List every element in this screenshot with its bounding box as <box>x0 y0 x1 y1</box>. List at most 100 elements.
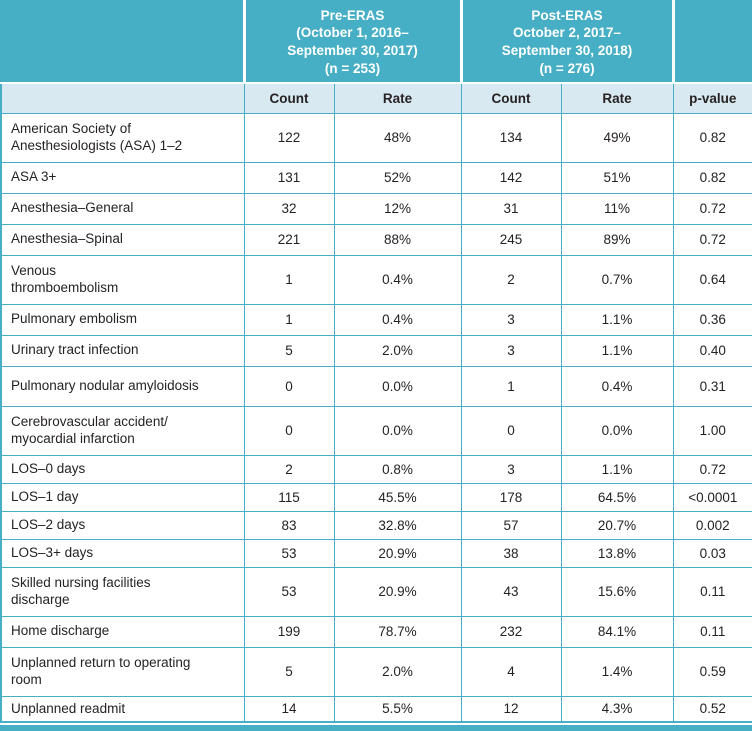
table-row: LOS–2 days 83 32.8% 57 20.7% 0.002 <box>0 510 752 540</box>
rate-post-header: Rate <box>560 82 674 114</box>
table-row: LOS–0 days 2 0.8% 3 1.1% 0.72 <box>0 454 752 484</box>
p-value-cell: 0.82 <box>672 112 752 163</box>
table-row: Cerebrovascular accident/ myocardial inf… <box>0 405 752 456</box>
pre-rate-cell: 20.9% <box>333 566 462 617</box>
row-label: LOS–3+ days <box>0 538 245 568</box>
pre-count-cell: 83 <box>243 510 335 540</box>
row-label: Pulmonary embolism <box>0 303 245 336</box>
p-value-spacer-header <box>671 1 752 84</box>
post-rate-cell: 4.3% <box>560 695 674 723</box>
p-value-cell: 0.002 <box>672 510 752 540</box>
post-count-cell: 245 <box>460 223 562 256</box>
p-value-cell: 0.40 <box>672 334 752 367</box>
pre-count-cell: 5 <box>243 334 335 367</box>
post-rate-cell: 64.5% <box>560 482 674 512</box>
post-count-cell: 2 <box>460 254 562 305</box>
post-rate-cell: 1.1% <box>560 454 674 484</box>
p-value-cell: <0.0001 <box>672 482 752 512</box>
pre-count-cell: 115 <box>243 482 335 512</box>
table-row: Anesthesia–General 32 12% 31 11% 0.72 <box>0 192 752 225</box>
pre-rate-cell: 45.5% <box>333 482 462 512</box>
post-rate-cell: 89% <box>560 223 674 256</box>
post-rate-cell: 0.7% <box>560 254 674 305</box>
p-value-cell: 1.00 <box>672 405 752 456</box>
pre-count-cell: 53 <box>243 538 335 568</box>
pre-count-cell: 1 <box>243 254 335 305</box>
pre-count-cell: 199 <box>243 615 335 648</box>
pre-rate-cell: 0.4% <box>333 303 462 336</box>
pre-rate-cell: 48% <box>333 112 462 163</box>
post-rate-cell: 0.0% <box>560 405 674 456</box>
row-label: Anesthesia–Spinal <box>0 223 245 256</box>
column-header-row: Count Rate Count Rate p-value <box>0 82 752 114</box>
p-value-cell: 0.52 <box>672 695 752 723</box>
p-value-cell: 0.64 <box>672 254 752 305</box>
table-row: ASA 3+ 131 52% 142 51% 0.82 <box>0 161 752 194</box>
pre-count-cell: 0 <box>243 365 335 407</box>
post-count-cell: 3 <box>460 454 562 484</box>
row-label: Cerebrovascular accident/ myocardial inf… <box>0 405 245 456</box>
row-label: LOS–2 days <box>0 510 245 540</box>
post-count-cell: 57 <box>460 510 562 540</box>
empty-subheader-cell <box>0 82 245 114</box>
p-value-cell: 0.59 <box>672 646 752 697</box>
empty-corner-header <box>1 1 244 84</box>
table-row: LOS–3+ days 53 20.9% 38 13.8% 0.03 <box>0 538 752 568</box>
pre-rate-cell: 32.8% <box>333 510 462 540</box>
table-row: Pulmonary embolism 1 0.4% 3 1.1% 0.36 <box>0 303 752 336</box>
row-label: Pulmonary nodular amyloidosis <box>0 365 245 407</box>
table-row: Home discharge 199 78.7% 232 84.1% 0.11 <box>0 615 752 648</box>
pre-rate-cell: 2.0% <box>333 646 462 697</box>
post-count-cell: 4 <box>460 646 562 697</box>
p-value-cell: 0.72 <box>672 192 752 225</box>
p-value-cell: 0.11 <box>672 566 752 617</box>
table-row: Unplanned readmit 14 5.5% 12 4.3% 0.52 <box>0 695 752 723</box>
table-row: Skilled nursing facilities discharge 53 … <box>0 566 752 617</box>
pre-rate-cell: 20.9% <box>333 538 462 568</box>
post-count-cell: 38 <box>460 538 562 568</box>
row-label: Unplanned return to operating room <box>0 646 245 697</box>
post-count-cell: 142 <box>460 161 562 194</box>
pre-rate-cell: 78.7% <box>333 615 462 648</box>
post-rate-cell: 1.4% <box>560 646 674 697</box>
row-label: Unplanned readmit <box>0 695 245 723</box>
p-value-cell: 0.36 <box>672 303 752 336</box>
post-count-cell: 232 <box>460 615 562 648</box>
post-rate-cell: 13.8% <box>560 538 674 568</box>
pre-rate-cell: 5.5% <box>333 695 462 723</box>
pre-rate-cell: 0.0% <box>333 365 462 407</box>
pre-rate-cell: 0.4% <box>333 254 462 305</box>
pre-count-cell: 32 <box>243 192 335 225</box>
p-value-cell: 0.11 <box>672 615 752 648</box>
post-count-cell: 1 <box>460 365 562 407</box>
pre-count-cell: 0 <box>243 405 335 456</box>
pre-count-cell: 14 <box>243 695 335 723</box>
row-label: Urinary tract infection <box>0 334 245 367</box>
table-row: Anesthesia–Spinal 221 88% 245 89% 0.72 <box>0 223 752 256</box>
post-rate-cell: 84.1% <box>560 615 674 648</box>
pre-count-cell: 53 <box>243 566 335 617</box>
post-count-cell: 12 <box>460 695 562 723</box>
post-rate-cell: 20.7% <box>560 510 674 540</box>
p-value-header: p-value <box>672 82 752 114</box>
pre-count-cell: 1 <box>243 303 335 336</box>
post-count-cell: 43 <box>460 566 562 617</box>
pre-count-cell: 122 <box>243 112 335 163</box>
header-band-row: Pre-ERAS (October 1, 2016– September 30,… <box>1 1 752 84</box>
pre-rate-cell: 88% <box>333 223 462 256</box>
post-count-cell: 3 <box>460 334 562 367</box>
table-row: Venous thromboembolism 1 0.4% 2 0.7% 0.6… <box>0 254 752 305</box>
pre-count-cell: 2 <box>243 454 335 484</box>
pre-count-cell: 221 <box>243 223 335 256</box>
pre-rate-cell: 2.0% <box>333 334 462 367</box>
row-label: Venous thromboembolism <box>0 254 245 305</box>
post-rate-cell: 51% <box>560 161 674 194</box>
row-label: Skilled nursing facilities discharge <box>0 566 245 617</box>
p-value-cell: 0.31 <box>672 365 752 407</box>
table-row: Pulmonary nodular amyloidosis 0 0.0% 1 0… <box>0 365 752 407</box>
post-count-cell: 178 <box>460 482 562 512</box>
row-label: ASA 3+ <box>0 161 245 194</box>
pre-rate-cell: 12% <box>333 192 462 225</box>
post-rate-cell: 11% <box>560 192 674 225</box>
